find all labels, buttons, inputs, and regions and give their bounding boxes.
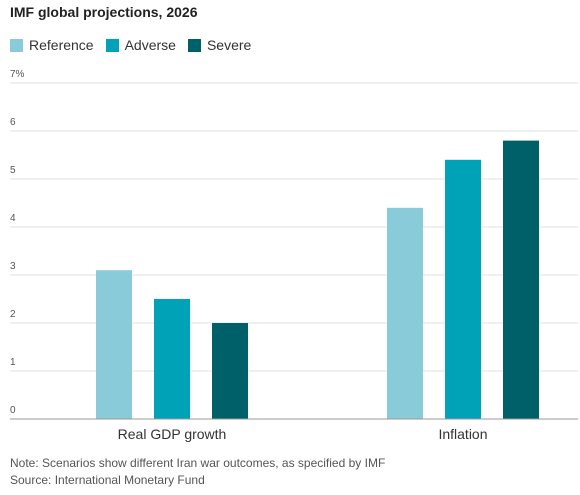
legend-item-severe: Severe xyxy=(187,37,252,53)
y-tick-label: 3 xyxy=(10,261,16,272)
y-tick-label: 1 xyxy=(10,357,16,368)
legend-label-reference: Reference xyxy=(29,37,94,53)
chart-notes: Note: Scenarios show different Iran war … xyxy=(10,455,385,489)
chart-title: IMF global projections, 2026 xyxy=(10,4,198,20)
y-tick-label: 2 xyxy=(10,309,16,320)
legend-swatch-severe xyxy=(187,38,201,52)
legend-swatch-reference xyxy=(10,38,23,52)
bar-chart: 0 1 2 3 4 5 6 7% Real GDP growth Inflation xyxy=(10,69,578,442)
legend-item-reference: Reference xyxy=(10,37,94,53)
y-tick-label: 0 xyxy=(10,405,16,416)
bar-reference-inflation xyxy=(387,207,423,419)
y-tick-label: 5 xyxy=(10,165,16,176)
legend-label-severe: Severe xyxy=(206,37,252,53)
note-text: Note: Scenarios show different Iran war … xyxy=(10,456,386,470)
bar-adverse-real-gdp-growth xyxy=(154,299,190,419)
chart-legend: Reference Adverse Severe xyxy=(10,37,263,53)
legend-item-adverse: Adverse xyxy=(105,37,176,53)
x-category-label: Real GDP growth xyxy=(118,426,227,442)
y-tick-label: 6 xyxy=(10,117,16,128)
bar-reference-real-gdp-growth xyxy=(96,270,132,419)
source-text: Source: International Monetary Fund xyxy=(10,473,205,487)
bar-severe-inflation xyxy=(503,140,539,419)
x-category-label: Inflation xyxy=(438,426,487,442)
bar-adverse-inflation xyxy=(445,159,481,420)
legend-label-adverse: Adverse xyxy=(124,37,176,53)
y-tick-label: 7% xyxy=(10,69,25,80)
y-tick-label: 4 xyxy=(10,213,16,224)
bar-severe-real-gdp-growth xyxy=(212,323,248,419)
legend-swatch-adverse xyxy=(105,38,119,52)
